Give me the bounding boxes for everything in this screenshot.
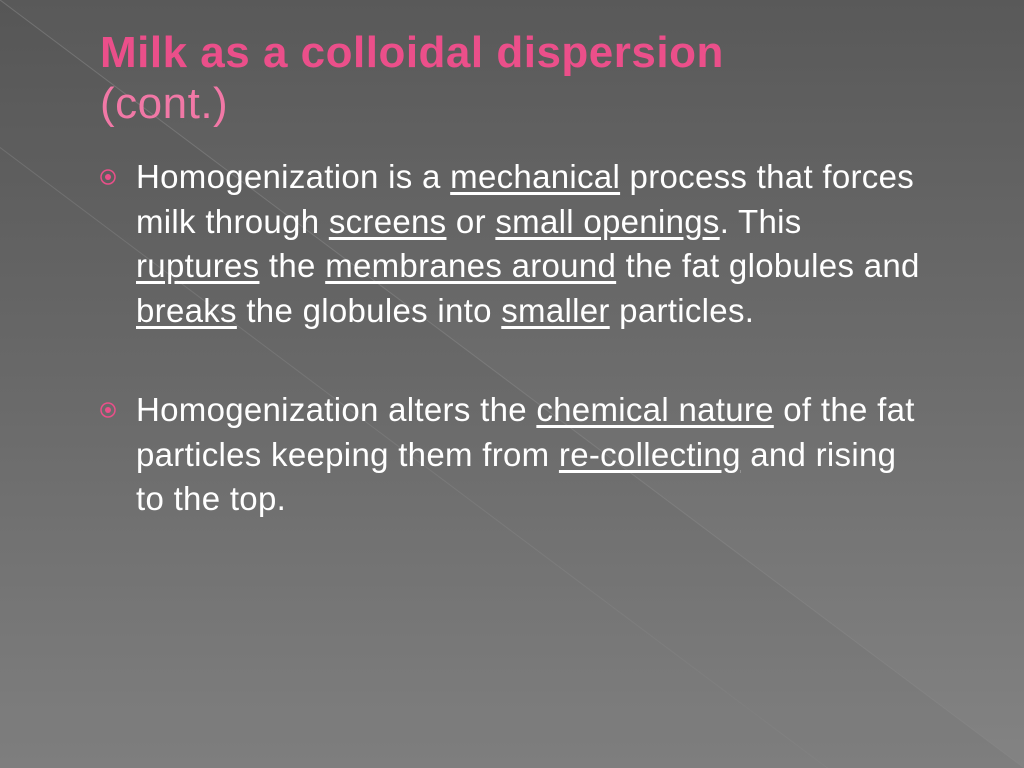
bullet-text: Homogenization is a mechanical process t… <box>136 155 930 333</box>
bullet-item: Homogenization alters the chemical natur… <box>100 388 930 522</box>
bullet-target-icon <box>100 169 116 185</box>
slide-title: Milk as a colloidal dispersion (cont.) <box>100 28 940 129</box>
bullet-target-icon <box>100 402 116 418</box>
slide-body: Homogenization is a mechanical process t… <box>100 155 930 577</box>
bullet-item: Homogenization is a mechanical process t… <box>100 155 930 333</box>
title-main: Milk as a colloidal dispersion <box>100 28 940 79</box>
bullet-text: Homogenization alters the chemical natur… <box>136 388 930 522</box>
slide: Milk as a colloidal dispersion (cont.) H… <box>0 0 1024 768</box>
title-sub: (cont.) <box>100 79 940 130</box>
